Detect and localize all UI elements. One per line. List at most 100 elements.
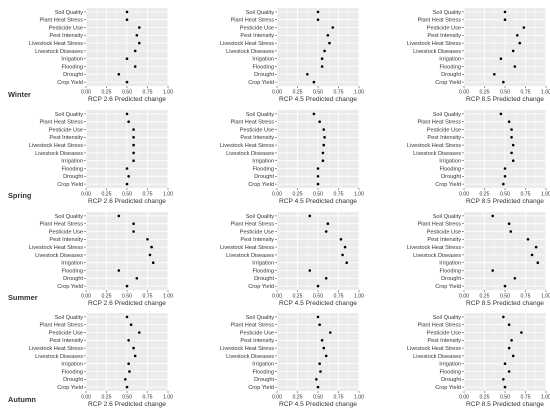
data-point xyxy=(324,354,328,358)
data-point xyxy=(132,346,135,350)
x-tick-label: 0.75 xyxy=(142,395,152,401)
y-category-label: Livestock Heat Stress xyxy=(29,143,83,149)
y-category-label: Plant Heat Stress xyxy=(39,222,83,228)
x-tick-label: 0.25 xyxy=(101,192,111,198)
data-point xyxy=(316,18,320,22)
y-category-label: Flooding xyxy=(440,64,461,70)
data-point xyxy=(124,378,127,381)
data-point xyxy=(125,10,129,14)
data-point xyxy=(125,284,129,288)
x-axis-title: RCP 4.5 Predicted change xyxy=(279,96,357,103)
x-tick-label: 1.00 xyxy=(354,90,364,96)
data-point xyxy=(518,41,522,45)
data-point xyxy=(132,128,135,131)
data-point xyxy=(138,26,141,29)
y-category-label: Pest Intensity xyxy=(240,135,274,141)
panel-spring-1: 0.00 0.25 0.50 0.75 1.00 Soil Quality Plant He… xyxy=(29,110,173,205)
y-category-label: Livestock Diseases xyxy=(226,354,274,360)
data-point xyxy=(125,57,129,60)
y-category-label: Irrigation xyxy=(439,57,461,63)
y-category-label: Livestock Heat Stress xyxy=(29,41,83,47)
x-tick-label: 0.00 xyxy=(272,90,282,96)
data-point xyxy=(132,136,135,139)
data-point xyxy=(345,261,349,265)
y-category-label: Pest Intensity xyxy=(49,33,83,39)
data-point xyxy=(323,136,326,139)
y-category-label: Drought xyxy=(254,72,274,78)
x-tick-label: 0.00 xyxy=(272,294,282,300)
data-point xyxy=(326,34,330,37)
y-category-label: Irrigation xyxy=(61,57,83,63)
data-point xyxy=(491,269,495,272)
panel-winter-1: 0.00 0.25 0.50 0.75 1.00 Soil Quality Plant He… xyxy=(29,8,173,103)
x-axis-title: RCP 2.6 Predicted change xyxy=(88,198,166,205)
y-category-label: Drought xyxy=(63,72,83,78)
data-point xyxy=(125,18,129,22)
y-category-label: Pest Intensity xyxy=(240,338,274,344)
x-tick-label: 0.00 xyxy=(459,90,469,96)
y-category-label: Livestock Diseases xyxy=(413,49,461,55)
data-point xyxy=(331,26,335,29)
x-tick-label: 1.00 xyxy=(163,294,173,300)
y-category-label: Irrigation xyxy=(61,362,83,368)
x-tick-label: 0.50 xyxy=(313,90,323,96)
data-point xyxy=(324,230,328,233)
data-point xyxy=(319,370,322,373)
y-category-label: Irrigation xyxy=(61,261,83,267)
y-category-label: Soil Quality xyxy=(433,315,461,321)
data-point xyxy=(312,80,316,84)
y-category-label: Livestock Heat Stress xyxy=(29,346,83,352)
x-tick-label: 0.50 xyxy=(500,90,510,96)
y-category-label: Irrigation xyxy=(252,362,274,368)
data-point xyxy=(320,65,324,68)
x-axis-title: RCP 8.5 Predicted change xyxy=(466,198,544,205)
x-tick-label: 1.00 xyxy=(541,294,550,300)
y-category-label: Pest Intensity xyxy=(240,237,274,243)
y-category-label: Flooding xyxy=(440,369,461,375)
x-tick-label: 0.25 xyxy=(292,294,302,300)
x-axis-title: RCP 4.5 Predicted change xyxy=(279,300,357,307)
data-point xyxy=(322,346,326,350)
season-label-summer: Summer xyxy=(8,293,38,302)
data-point xyxy=(502,80,505,84)
y-category-label: Plant Heat Stress xyxy=(39,323,83,329)
x-tick-label: 0.50 xyxy=(313,192,323,198)
x-tick-label: 0.50 xyxy=(122,192,132,198)
y-category-label: Livestock Diseases xyxy=(413,253,461,259)
x-tick-label: 0.75 xyxy=(520,395,530,401)
x-tick-label: 0.00 xyxy=(81,294,91,300)
y-category-label: Crop Yield xyxy=(435,80,461,86)
data-point xyxy=(133,65,137,68)
panel-spring-2: 0.00 0.25 0.50 0.75 1.00 Soil Quality Plant He… xyxy=(220,110,364,205)
y-category-label: Drought xyxy=(441,174,461,180)
x-tick-label: 1.00 xyxy=(354,395,364,401)
data-point xyxy=(138,41,141,45)
x-tick-label: 0.25 xyxy=(479,294,489,300)
y-category-label: Livestock Diseases xyxy=(226,253,274,259)
y-category-label: Plant Heat Stress xyxy=(39,120,83,126)
data-point xyxy=(507,346,511,350)
data-point xyxy=(135,277,139,280)
y-category-label: Crop Yield xyxy=(248,284,274,290)
data-point xyxy=(339,238,343,241)
x-tick-label: 1.00 xyxy=(541,90,550,96)
x-tick-label: 1.00 xyxy=(163,90,173,96)
y-category-label: Soil Quality xyxy=(246,214,274,220)
y-category-label: Pest Intensity xyxy=(427,338,461,344)
y-category-label: Soil Quality xyxy=(433,112,461,118)
y-category-label: Irrigation xyxy=(439,159,461,165)
y-category-label: Crop Yield xyxy=(248,182,274,188)
y-category-label: Pesticide Use xyxy=(49,229,83,235)
x-axis-title: RCP 8.5 Predicted change xyxy=(466,401,544,408)
panel-winter-2: 0.00 0.25 0.50 0.75 1.00 Soil Quality Plant He… xyxy=(220,8,364,103)
data-point xyxy=(499,57,503,60)
y-category-label: Livestock Heat Stress xyxy=(29,245,83,251)
x-tick-label: 0.75 xyxy=(333,192,343,198)
y-category-label: Irrigation xyxy=(61,159,83,165)
y-category-label: Plant Heat Stress xyxy=(417,18,461,24)
x-axis-title: RCP 2.6 Predicted change xyxy=(88,96,166,103)
y-category-label: Livestock Heat Stress xyxy=(220,41,274,47)
y-category-label: Plant Heat Stress xyxy=(230,323,274,329)
data-point xyxy=(503,175,507,178)
y-category-label: Irrigation xyxy=(439,362,461,368)
